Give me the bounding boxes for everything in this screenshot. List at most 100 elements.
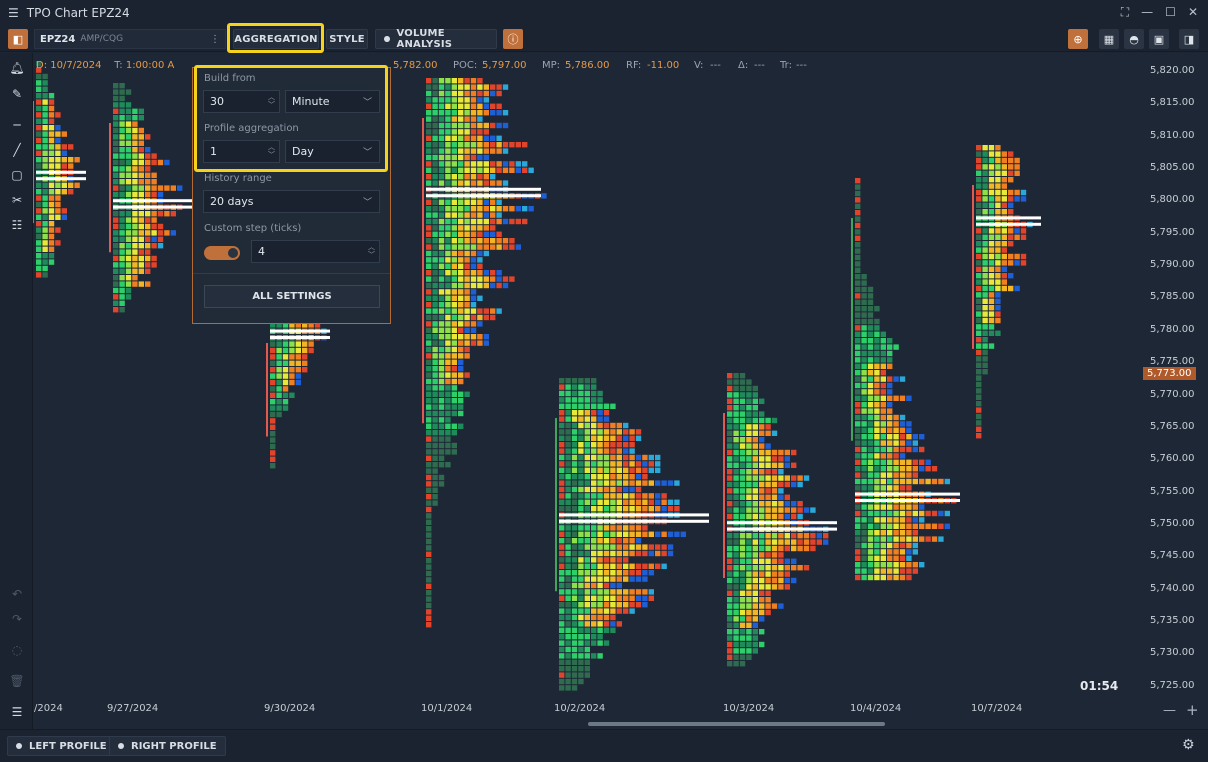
tpo-block	[988, 343, 995, 349]
tpo-block	[759, 469, 765, 475]
tpo-block	[591, 442, 597, 448]
close-icon[interactable]: ✕	[1187, 5, 1198, 19]
stepper-icon[interactable]: ︿ ﹀	[368, 243, 375, 259]
price-tick-label: 5,805.00	[1150, 162, 1195, 174]
settings-gear-icon[interactable]: ⚙	[1182, 737, 1195, 753]
horizontal-scrollbar[interactable]	[588, 722, 885, 726]
profile-agg-label: Profile aggregation	[204, 123, 299, 134]
tpo-block	[739, 552, 746, 558]
profile-agg-input[interactable]: 1 ︿ ﹀	[203, 140, 280, 163]
tpo-block	[906, 574, 912, 581]
tpo-block	[164, 211, 170, 217]
hide-icon[interactable]: ◌	[11, 643, 23, 657]
tpo-block	[919, 517, 925, 523]
tpo-chart-area[interactable]	[32, 53, 1138, 729]
tpo-block	[151, 236, 157, 242]
info-icon[interactable]: ⓘ	[503, 29, 523, 49]
tpo-block	[445, 270, 451, 276]
trash-icon[interactable]: 🗑︎	[9, 674, 25, 688]
price-axis[interactable]: 5,820.00 5,815.00 5,810.00 5,805.00 5,800.00…	[1138, 53, 1208, 729]
keyboard-icon[interactable]: ▦	[1099, 29, 1119, 49]
custom-step-input[interactable]: 4 ︿ ﹀	[251, 240, 380, 263]
tpo-block	[752, 475, 758, 481]
templates-icon[interactable]: ☷	[11, 218, 23, 232]
mouse-icon[interactable]: ◓	[1124, 29, 1144, 49]
maximize-icon[interactable]: ☐	[1165, 5, 1176, 19]
tpo-block	[746, 437, 752, 443]
list-icon[interactable]: ☰	[11, 705, 23, 719]
tpo-block	[571, 582, 578, 589]
tpo-block	[861, 542, 867, 549]
tpo-block	[426, 513, 432, 519]
tpo-block	[426, 148, 432, 154]
all-settings-button[interactable]: ALL SETTINGS	[204, 285, 380, 308]
tpo-block	[867, 427, 874, 433]
tpo-block	[445, 289, 451, 295]
tpo-block	[584, 410, 590, 416]
tpo-block	[880, 549, 886, 555]
build-from-input[interactable]: 30 ︿ ﹀	[203, 90, 280, 113]
trend-line-icon[interactable]: ╱	[13, 143, 21, 157]
tpo-block	[502, 148, 509, 154]
profile-agg-unit-select[interactable]: Day ﹀	[285, 140, 380, 163]
panel-icon[interactable]: ◨	[1179, 29, 1199, 49]
tpo-block	[629, 608, 635, 614]
zoom-in-icon[interactable]: +	[1186, 701, 1199, 719]
bottom-bar: LEFT PROFILE RIGHT PROFILE ⚙	[0, 729, 1208, 762]
tpo-block	[119, 275, 125, 281]
tpo-block	[912, 478, 918, 485]
volume-analysis-button[interactable]: VOLUME ANALYSIS	[375, 28, 497, 50]
tpo-chart-canvas[interactable]	[32, 53, 1138, 729]
horizontal-line-icon[interactable]: ─	[13, 118, 21, 132]
tpo-block	[976, 253, 982, 260]
tpo-block	[559, 378, 565, 384]
alert-icon[interactable]: 🔔︎	[9, 61, 25, 75]
redo-icon[interactable]: ↷	[11, 612, 23, 626]
history-range-select[interactable]: 20 days ﹀	[203, 190, 380, 213]
tpo-block	[464, 142, 470, 148]
tpo-block	[426, 84, 432, 90]
tpo-block	[490, 90, 496, 97]
tpo-block	[635, 480, 642, 486]
stepper-icon[interactable]: ︿ ﹀	[268, 93, 275, 109]
tpo-block	[976, 234, 982, 240]
style-button[interactable]: STYLE	[326, 29, 368, 49]
tpo-block	[571, 422, 578, 429]
more-icon[interactable]: ⋮	[210, 33, 220, 45]
menu-icon[interactable]: ☰	[8, 6, 19, 20]
tpo-block	[616, 621, 622, 627]
tpo-block	[138, 134, 144, 140]
tpo-block	[746, 379, 752, 385]
build-from-unit-select[interactable]: Minute ﹀	[285, 90, 380, 113]
tpo-block	[616, 544, 622, 550]
aggregation-button[interactable]: AGGREGATION	[233, 29, 319, 49]
minimize-icon[interactable]: —	[1141, 5, 1154, 19]
right-profile-button[interactable]: RIGHT PROFILE	[109, 736, 226, 756]
tpo-block	[565, 435, 571, 441]
sidebar-toggle-icon[interactable]: ◧	[8, 29, 28, 49]
left-profile-button[interactable]: LEFT PROFILE	[7, 736, 116, 756]
crosshair-sync-icon[interactable]: ⊕	[1068, 29, 1088, 49]
pencil-icon[interactable]: ✎	[11, 87, 23, 101]
tpo-block	[445, 423, 451, 429]
tpo-block	[496, 161, 502, 167]
custom-step-toggle[interactable]	[204, 246, 240, 260]
rectangle-icon[interactable]: ▢	[11, 168, 23, 182]
undo-icon[interactable]: ↶	[11, 587, 23, 601]
ruler-icon[interactable]: ✂	[11, 193, 23, 207]
tpo-block	[42, 214, 48, 220]
tpo-block	[426, 449, 432, 455]
tpo-block	[445, 340, 451, 346]
tpo-block	[571, 506, 578, 512]
stepper-icon[interactable]: ︿ ﹀	[268, 143, 275, 159]
tpo-block	[496, 282, 502, 289]
symbol-selector[interactable]: EPZ24 AMP/CQG ⋮	[34, 29, 226, 49]
fullscreen-icon[interactable]: ⛶	[1120, 5, 1130, 19]
tpo-block	[765, 539, 771, 545]
zoom-out-icon[interactable]: —	[1163, 703, 1176, 718]
tpo-block	[445, 148, 451, 154]
tpo-block	[982, 337, 988, 343]
template-icon[interactable]: ▣	[1149, 29, 1169, 49]
tpo-block	[803, 545, 810, 552]
tpo-block	[887, 555, 893, 561]
